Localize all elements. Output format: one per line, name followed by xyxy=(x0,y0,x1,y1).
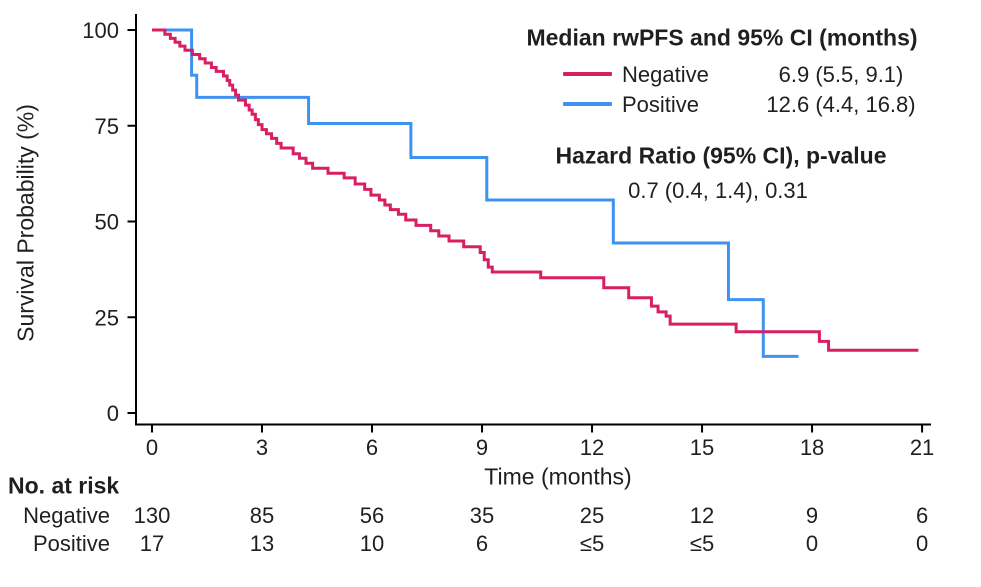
risk-value-negative-18: 9 xyxy=(805,503,819,528)
legend-label-negative: Negative xyxy=(622,62,709,87)
risk-value-positive-18: 0 xyxy=(805,531,819,556)
risk-value-positive-9: 6 xyxy=(475,531,489,556)
x-tick-label: 3 xyxy=(256,435,268,460)
x-tick-label: 6 xyxy=(366,435,378,460)
x-tick-label: 21 xyxy=(910,435,934,460)
km-curve-positive xyxy=(152,28,799,358)
legend-value-positive: 12.6 (4.4, 16.8) xyxy=(766,92,916,117)
risk-row-label-positive: Positive xyxy=(32,531,110,556)
legend-swatch-negative xyxy=(563,72,612,76)
y-axis-title: Survival Probability (%) xyxy=(12,104,39,342)
x-tick-label: 9 xyxy=(476,435,488,460)
risk-value-negative-3: 85 xyxy=(249,503,275,528)
risk-value-positive-12: ≤5 xyxy=(579,531,605,556)
legend-title: Median rwPFS and 95% CI (months) xyxy=(526,24,918,51)
x-tick-label: 0 xyxy=(146,435,158,460)
x-tick-label: 12 xyxy=(580,435,604,460)
hazard-ratio-title: Hazard Ratio (95% CI), p-value xyxy=(555,142,887,169)
risk-value-positive-6: 10 xyxy=(359,531,385,556)
risk-table-title: No. at risk xyxy=(8,472,120,499)
y-tick-label: 75 xyxy=(95,114,119,139)
risk-value-negative-9: 35 xyxy=(469,503,495,528)
legend-swatch-positive xyxy=(563,102,612,106)
y-tick-label: 25 xyxy=(95,305,119,330)
risk-value-negative-6: 56 xyxy=(359,503,385,528)
risk-value-positive-0: 17 xyxy=(139,531,165,556)
risk-value-negative-15: 12 xyxy=(689,503,715,528)
legend-value-negative: 6.9 (5.5, 9.1) xyxy=(778,62,904,87)
x-tick-label: 15 xyxy=(690,435,714,460)
risk-value-negative-21: 6 xyxy=(915,503,929,528)
risk-value-positive-3: 13 xyxy=(249,531,275,556)
risk-value-positive-21: 0 xyxy=(915,531,929,556)
y-tick-label: 100 xyxy=(82,18,119,43)
risk-row-label-negative: Negative xyxy=(23,503,110,528)
risk-value-positive-15: ≤5 xyxy=(689,531,715,556)
risk-value-negative-12: 25 xyxy=(579,503,605,528)
risk-value-negative-0: 130 xyxy=(133,503,171,528)
x-tick-label: 18 xyxy=(800,435,824,460)
km-curve-negative xyxy=(152,28,919,352)
x-axis-title: Time (months) xyxy=(484,463,632,490)
y-tick-label: 50 xyxy=(95,210,119,235)
hazard-ratio-value: 0.7 (0.4, 1.4), 0.31 xyxy=(628,178,808,203)
legend-label-positive: Positive xyxy=(622,92,700,117)
y-tick-label: 0 xyxy=(107,401,119,426)
